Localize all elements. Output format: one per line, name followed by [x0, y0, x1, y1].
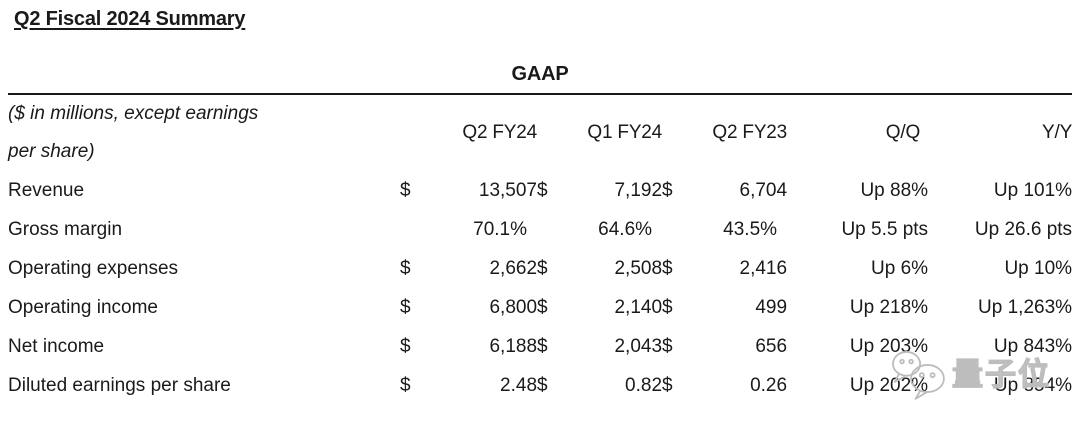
row-label: Revenue — [8, 179, 85, 201]
currency-symbol — [662, 210, 694, 249]
col-header-q2fy23: Q2 FY23 — [712, 122, 788, 143]
value-q1fy24: 2,043 — [614, 335, 663, 357]
value-q2fy24: 2.48 — [500, 374, 538, 396]
col-header-qq: Q/Q — [885, 122, 921, 143]
value-yy: Up 1,263% — [978, 296, 1073, 318]
value-q2fy24: 70.1% — [473, 218, 528, 240]
currency-symbol: $ — [537, 335, 548, 357]
value-q2fy23: 6,704 — [739, 179, 788, 201]
table-row-operating-expenses: Operating expenses $ 2,662 $ 2,508 $ 2,4… — [8, 249, 1072, 288]
currency-symbol: $ — [662, 257, 673, 279]
value-q2fy23: 499 — [755, 296, 788, 318]
value-yy: Up 101% — [993, 179, 1073, 201]
value-qq: Up 202% — [849, 374, 929, 396]
currency-symbol: $ — [662, 335, 673, 357]
gaap-group-header: GAAP — [511, 63, 569, 85]
units-note: ($ in millions, except earnings per shar… — [8, 94, 400, 171]
row-label: Operating expenses — [8, 257, 179, 279]
table-row-operating-income: Operating income $ 6,800 $ 2,140 $ 499 U… — [8, 288, 1072, 327]
currency-symbol: $ — [537, 374, 548, 396]
value-yy: Up 854% — [993, 374, 1073, 396]
table-header-row: ($ in millions, except earnings per shar… — [8, 94, 1072, 171]
value-q2fy24: 6,188 — [489, 335, 538, 357]
value-qq: Up 203% — [849, 335, 929, 357]
value-q2fy24: 6,800 — [489, 296, 538, 318]
value-q2fy23: 43.5% — [723, 218, 778, 240]
summary-table-section: GAAP ($ in millions, except earnings per… — [8, 63, 1072, 405]
currency-symbol: $ — [400, 296, 411, 318]
currency-symbol: $ — [537, 296, 548, 318]
table-row-diluted-eps: Diluted earnings per share $ 2.48 $ 0.82… — [8, 366, 1072, 405]
currency-symbol: $ — [400, 335, 411, 357]
currency-symbol: $ — [400, 257, 411, 279]
value-q2fy23: 656 — [755, 335, 788, 357]
row-label: Operating income — [8, 296, 158, 318]
currency-symbol: $ — [662, 179, 673, 201]
financial-summary-table: ($ in millions, except earnings per shar… — [8, 93, 1072, 405]
table-row-net-income: Net income $ 6,188 $ 2,043 $ 656 Up 203%… — [8, 327, 1072, 366]
currency-symbol: $ — [662, 374, 673, 396]
value-qq: Up 6% — [871, 257, 929, 279]
currency-symbol: $ — [662, 296, 673, 318]
value-yy: Up 10% — [1004, 257, 1073, 279]
col-header-q1fy24: Q1 FY24 — [587, 122, 663, 143]
row-label: Net income — [8, 335, 105, 357]
table-row-revenue: Revenue $ 13,507 $ 7,192 $ 6,704 Up 88% … — [8, 171, 1072, 210]
units-note-line1: ($ in millions, except earnings — [8, 103, 259, 124]
row-label: Diluted earnings per share — [8, 374, 231, 396]
page-title: Q2 Fiscal 2024 Summary — [14, 8, 246, 30]
units-note-line2: per share) — [8, 141, 95, 162]
value-q2fy23: 2,416 — [739, 257, 788, 279]
value-q1fy24: 2,508 — [614, 257, 663, 279]
currency-symbol: $ — [537, 257, 548, 279]
col-header-yy: Y/Y — [1042, 122, 1073, 143]
value-q1fy24: 2,140 — [614, 296, 663, 318]
currency-symbol: $ — [400, 179, 411, 201]
currency-symbol: $ — [400, 374, 411, 396]
value-q1fy24: 0.82 — [625, 374, 663, 396]
col-header-q2fy24: Q2 FY24 — [462, 122, 538, 143]
value-q2fy24: 2,662 — [489, 257, 538, 279]
currency-symbol — [400, 210, 432, 249]
value-yy: Up 26.6 pts — [974, 218, 1073, 240]
value-q2fy23: 0.26 — [750, 374, 788, 396]
value-qq: Up 88% — [860, 179, 929, 201]
value-q1fy24: 64.6% — [598, 218, 653, 240]
value-q1fy24: 7,192 — [614, 179, 663, 201]
value-qq: Up 218% — [849, 296, 929, 318]
currency-symbol — [537, 210, 569, 249]
value-yy: Up 843% — [993, 335, 1073, 357]
currency-symbol: $ — [537, 179, 548, 201]
row-label: Gross margin — [8, 218, 123, 240]
value-q2fy24: 13,507 — [478, 179, 538, 201]
value-qq: Up 5.5 pts — [841, 218, 929, 240]
table-row-gross-margin: Gross margin 70.1% 64.6% 43.5% Up 5.5 pt… — [8, 210, 1072, 249]
